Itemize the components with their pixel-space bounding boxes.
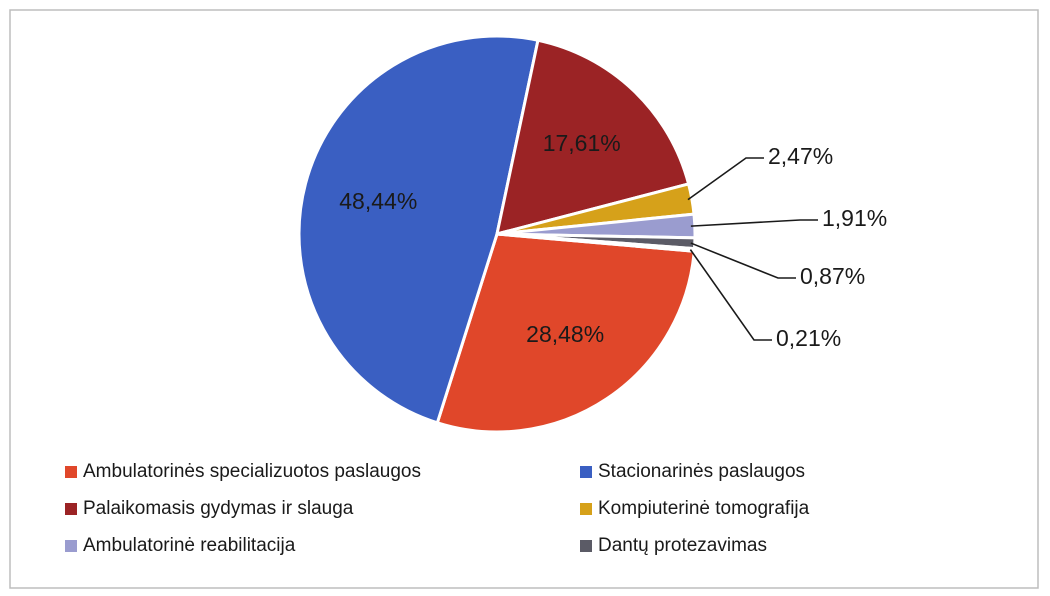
legend-label: Stacionarinės paslaugos bbox=[598, 461, 805, 482]
legend-swatch bbox=[65, 466, 77, 478]
legend-swatch bbox=[580, 503, 592, 515]
leader-line bbox=[690, 242, 796, 279]
legend-label: Dantų protezavimas bbox=[598, 535, 767, 556]
leader-line bbox=[687, 157, 764, 201]
data-label: 2,47% bbox=[768, 143, 833, 169]
pie-slice bbox=[297, 34, 540, 425]
pie-slice bbox=[496, 232, 697, 253]
pie-slice bbox=[495, 38, 691, 237]
leader-line bbox=[689, 249, 772, 341]
data-label: 48,44% bbox=[339, 188, 417, 214]
legend-label: Ambulatorinės specializuotos paslaugos bbox=[83, 461, 421, 482]
data-label: 28,48% bbox=[526, 321, 604, 347]
legend-swatch bbox=[65, 540, 77, 552]
data-label: 1,91% bbox=[822, 205, 887, 231]
leader-line bbox=[690, 219, 818, 227]
data-label: 17,61% bbox=[543, 130, 621, 156]
legend-swatch bbox=[580, 540, 592, 552]
legend-label: Ambulatorinė reabilitacija bbox=[83, 535, 296, 556]
pie-slice bbox=[435, 232, 696, 434]
legend-swatch bbox=[65, 503, 77, 515]
data-label: 0,87% bbox=[800, 263, 865, 289]
legend-swatch bbox=[580, 466, 592, 478]
legend-label: Palaikomasis gydymas ir slauga bbox=[83, 498, 354, 519]
data-label: 0,21% bbox=[776, 325, 841, 351]
legend-label: Kompiuterinė tomografija bbox=[598, 498, 810, 519]
